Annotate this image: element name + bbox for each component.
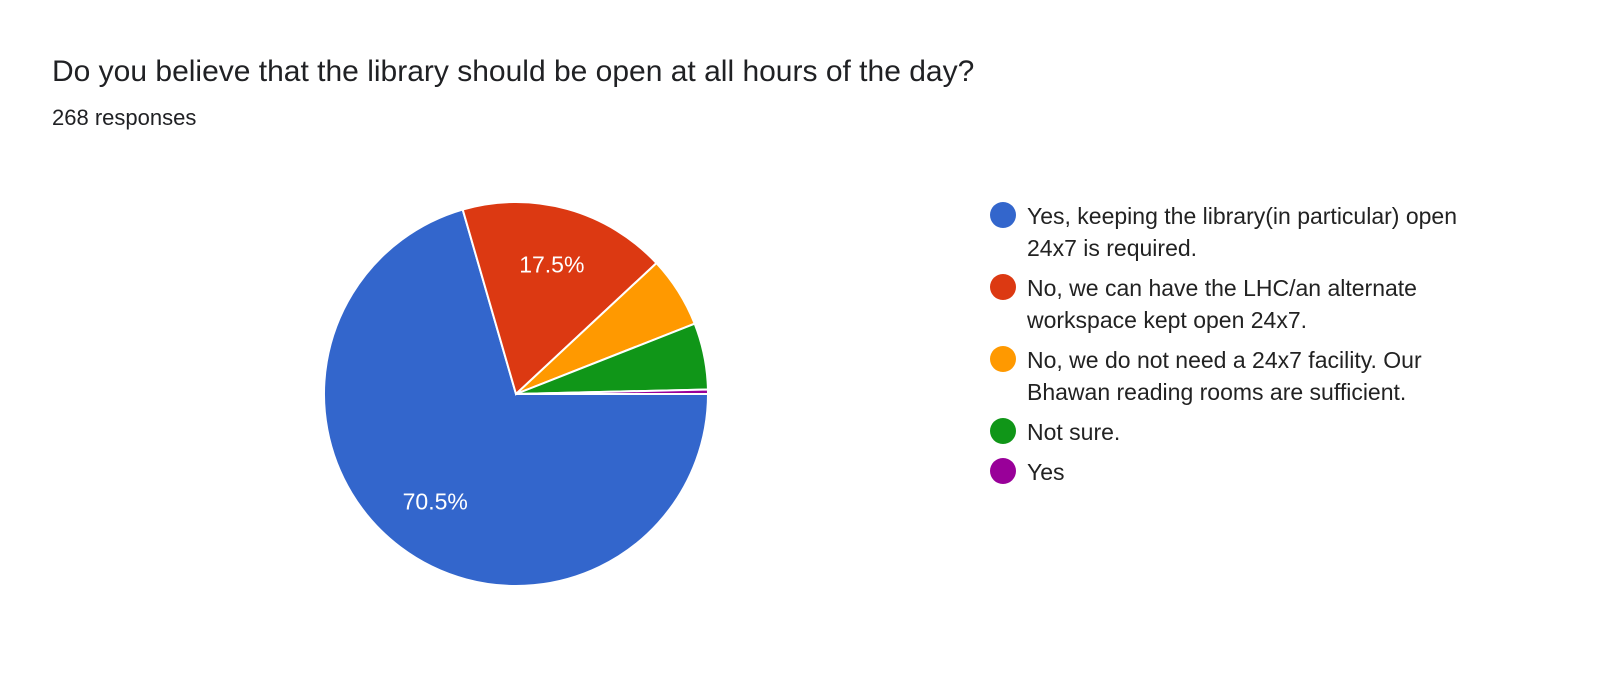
legend-item: Yes, keeping the library(in particular) … [990,200,1487,264]
legend-label: No, we do not need a 24x7 facility. Our … [1027,347,1422,405]
pie-slice [515,388,710,395]
legend-label: Not sure. [1027,419,1121,445]
legend-swatch-icon [990,418,1016,444]
legend-item: No, we can have the LHC/an alternate wor… [990,272,1487,336]
legend-label: Yes [1027,459,1065,485]
slice-percent-label: 70.5% [403,488,468,514]
slice-percent-label: 17.5% [519,251,584,277]
legend-label: No, we can have the LHC/an alternate wor… [1027,275,1417,333]
legend-item: No, we do not need a 24x7 facility. Our … [990,344,1487,408]
legend: Yes, keeping the library(in particular) … [990,200,1487,496]
chart-title: Do you believe that the library should b… [52,55,975,88]
pie-slice [461,201,658,396]
legend-swatch-icon [990,274,1016,300]
legend-swatch-icon [990,346,1016,372]
legend-swatch-icon [990,202,1016,228]
response-count: 268 responses [52,105,197,130]
legend-item: Yes [990,456,1487,488]
pie-slice [323,208,710,587]
legend-label: Yes, keeping the library(in particular) … [1027,203,1458,261]
legend-item: Not sure. [990,416,1487,448]
legend-swatch-icon [990,458,1016,484]
